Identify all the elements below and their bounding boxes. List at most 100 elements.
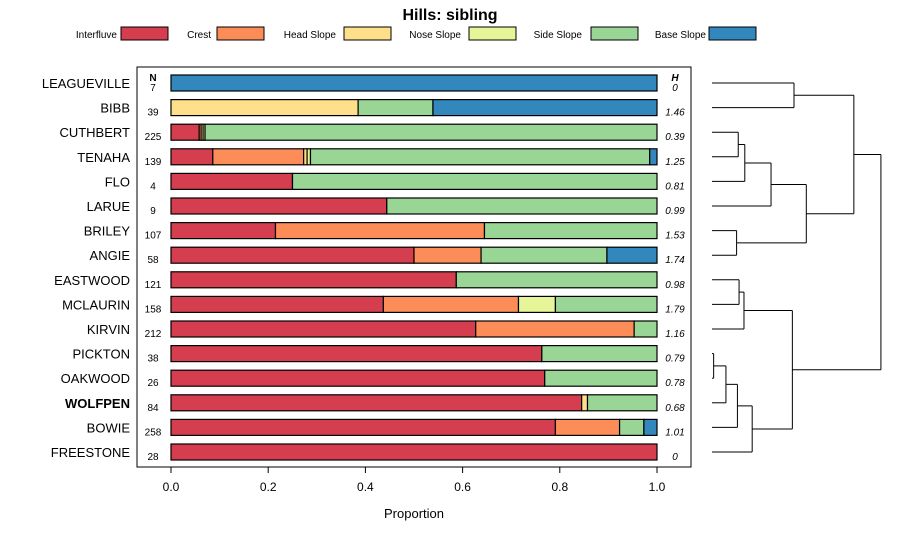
legend-swatch-nose-slope	[468, 26, 517, 41]
legend-swatch-crest	[216, 26, 265, 41]
row-larue: LARUE 9 0.99	[87, 197, 685, 217]
bar-segment-nose-slope	[517, 295, 557, 313]
h-value: 0.39	[665, 132, 685, 143]
n-value: 28	[147, 452, 159, 463]
bar-segment-interfluve	[170, 345, 543, 363]
row-label: FREESTONE	[51, 445, 131, 460]
row-pickton: PICKTON 38 0.79	[72, 345, 685, 365]
legend: Interfluve Crest Head Slope Nose Slope Side …	[76, 26, 757, 41]
h-value: 0.98	[665, 280, 685, 291]
n-value: 158	[145, 304, 162, 315]
bar-segment-side-slope	[309, 148, 651, 166]
row-label: FLO	[105, 174, 130, 189]
bar-segment-crest	[475, 320, 635, 338]
row-briley: BRILEY 107 1.53	[84, 222, 685, 242]
row-label: TENAHA	[77, 150, 130, 165]
row-leagueville: LEAGUEVILLE 7 0	[42, 74, 678, 94]
row-label: EASTWOOD	[54, 273, 130, 288]
bar-segment-interfluve	[170, 222, 277, 240]
chart-title: Hills: sibling	[402, 7, 497, 24]
bar-segment-interfluve	[170, 369, 546, 387]
bar-segment-crest	[413, 246, 482, 264]
x-axis-label: Proportion	[384, 506, 444, 521]
n-value: 84	[147, 403, 159, 414]
row-freestone: FREESTONE 28 0	[51, 443, 678, 463]
row-flo: FLO 4 0.81	[105, 172, 685, 192]
bar-segment-side-slope	[386, 197, 658, 215]
row-wolfpen: WOLFPEN 84 0.68	[65, 394, 685, 414]
bar-segment-interfluve	[170, 418, 557, 436]
h-value: 0.78	[665, 378, 685, 389]
n-value: 58	[147, 255, 159, 266]
x-tick-label: 1.0	[649, 480, 666, 494]
bar-segment-interfluve	[170, 172, 294, 190]
bar-segment-crest	[274, 222, 486, 240]
h-value: 0	[672, 452, 678, 463]
bar-segment-head-slope	[581, 394, 589, 412]
legend-label-base-slope: Base Slope	[655, 30, 707, 41]
row-label: PICKTON	[72, 347, 130, 362]
n-value: 107	[145, 231, 162, 242]
legend-label-crest: Crest	[187, 30, 211, 41]
n-value: 212	[145, 329, 162, 340]
x-tick-label: 0.2	[260, 480, 277, 494]
bar-segment-side-slope	[204, 123, 658, 141]
row-label: LEAGUEVILLE	[42, 76, 130, 91]
legend-swatch-base-slope	[708, 26, 757, 41]
n-value: 26	[147, 378, 159, 389]
n-column-header: N	[149, 73, 156, 84]
row-label: ANGIE	[90, 248, 131, 263]
bar-segment-side-slope	[618, 418, 645, 436]
bar-segment-side-slope	[633, 320, 658, 338]
n-value: 139	[145, 157, 162, 168]
h-value: 0	[672, 83, 678, 94]
bar-segment-base-slope	[432, 98, 658, 117]
bar-segment-crest	[212, 148, 305, 166]
n-value: 39	[147, 108, 159, 119]
x-tick-label: 0.4	[357, 480, 374, 494]
bar-segment-side-slope	[357, 98, 434, 117]
row-bowie: BOWIE 258 1.01	[87, 418, 685, 438]
h-column-header: H	[671, 73, 679, 84]
bar-segment-interfluve	[170, 123, 200, 141]
n-value: 258	[145, 427, 162, 438]
legend-swatch-head-slope	[343, 26, 392, 41]
h-value: 0.79	[665, 354, 685, 365]
row-kirvin: KIRVIN 212 1.16	[87, 320, 685, 340]
bar-segment-interfluve	[170, 295, 384, 313]
plot-frame	[136, 66, 692, 468]
dendrogram	[712, 82, 882, 453]
bar-segment-base-slope	[606, 246, 658, 264]
h-value: 0.68	[665, 403, 685, 414]
row-label: CUTHBERT	[59, 125, 130, 140]
h-value: 0.81	[665, 181, 684, 192]
row-eastwood: EASTWOOD 121 0.98	[54, 271, 685, 291]
row-mclaurin: MCLAURIN 158 1.79	[62, 295, 685, 315]
h-value: 1.79	[665, 304, 685, 315]
legend-label-interfluve: Interfluve	[76, 30, 118, 41]
bar-segment-side-slope	[483, 222, 658, 240]
row-label: BIBB	[100, 101, 130, 116]
bar-segment-head-slope	[170, 98, 359, 117]
row-angie: ANGIE 58 1.74	[90, 246, 685, 266]
n-value: 225	[145, 132, 162, 143]
bar-segment-interfluve	[170, 148, 214, 166]
h-value: 1.01	[665, 427, 684, 438]
row-label: KIRVIN	[87, 322, 130, 337]
row-label: BOWIE	[87, 420, 131, 435]
bar-segment-side-slope	[541, 345, 658, 363]
h-value: 0.99	[665, 206, 685, 217]
bar-segment-interfluve	[170, 246, 415, 264]
row-label: LARUE	[87, 199, 131, 214]
n-value: 38	[147, 354, 159, 365]
bar-segment-interfluve	[170, 271, 457, 289]
h-value: 1.53	[665, 231, 685, 242]
row-label: BRILEY	[84, 224, 131, 239]
bar-segment-base-slope	[170, 74, 658, 92]
x-tick-label: 0.6	[454, 480, 471, 494]
row-tenaha: TENAHA 139 1.25	[77, 148, 685, 168]
legend-swatch-side-slope	[590, 26, 639, 41]
bar-segment-interfluve	[170, 394, 583, 412]
x-tick-label: 0.0	[163, 480, 180, 494]
